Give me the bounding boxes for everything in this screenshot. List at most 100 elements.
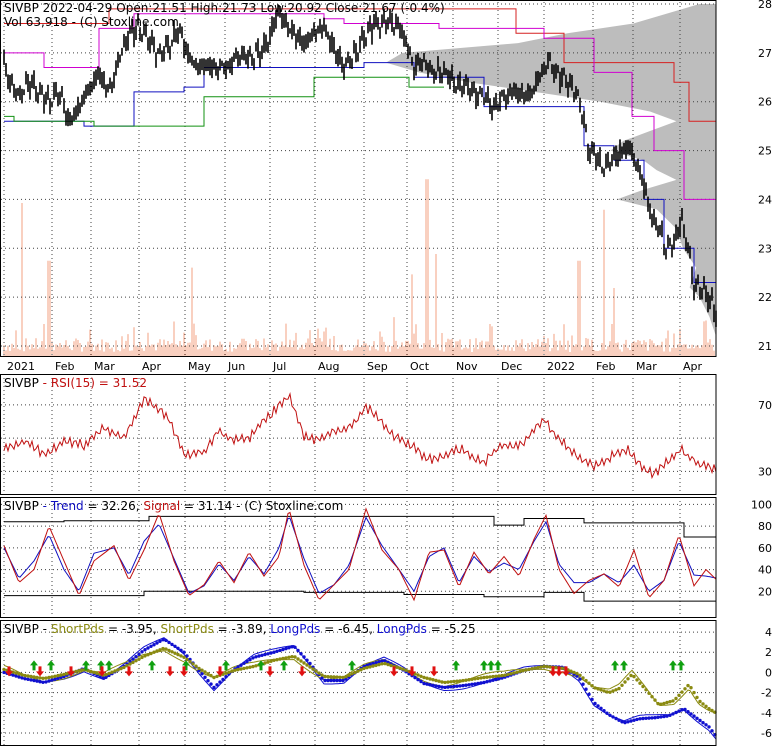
- short-pds-dots: [464, 678, 468, 682]
- long-pds-dots: [296, 648, 300, 653]
- short-pds-dots: [686, 683, 690, 688]
- price-ytick-24: 24: [758, 193, 772, 206]
- short-pds-dots: [488, 675, 492, 679]
- short-pds-dots: [404, 668, 408, 672]
- down-arrow-icon: [166, 666, 174, 677]
- short-pds-dots: [416, 673, 420, 677]
- rsi-line: [3, 392, 717, 480]
- long-pds-dots: [422, 681, 426, 686]
- up-arrow-icon: [222, 660, 230, 671]
- long-pds-dots: [488, 679, 492, 683]
- trend-ytick-80: 80: [758, 520, 772, 533]
- trend-eq: =: [83, 499, 102, 513]
- long-pds-dots: [323, 678, 327, 683]
- long-pds-dots: [473, 682, 477, 686]
- short-pds-dots: [509, 672, 513, 676]
- short-pds-dots: [44, 676, 48, 680]
- down-arrow-icon: [36, 666, 44, 677]
- short-pds-dots: [332, 675, 336, 679]
- long-pds-dots: [212, 685, 216, 690]
- ticker-label: SIVBP: [4, 1, 39, 15]
- short-pds-dots: [653, 698, 657, 702]
- long-pds-dots: [47, 679, 51, 683]
- close-label: Close:: [325, 1, 363, 15]
- short-pds-dots: [377, 662, 381, 667]
- short-pds-dots: [305, 663, 309, 667]
- long-pds-dots: [464, 683, 468, 687]
- long-pds-dots: [581, 682, 585, 686]
- short-pds-dots: [575, 671, 579, 676]
- short-pds-dots: [371, 664, 375, 668]
- pds-header: SIVBP - ShortPds = -3.95, ShortPds = -3.…: [4, 622, 476, 636]
- long-pds-dots: [2, 670, 6, 675]
- short-pds-dots: [446, 680, 450, 684]
- short-pds-dots: [701, 702, 705, 706]
- short-pds-dots: [467, 678, 471, 682]
- trend-ytick-60: 60: [758, 542, 772, 555]
- short-pds-dots: [2, 667, 6, 672]
- down-arrow-icon: [555, 666, 563, 677]
- price-ytick-27: 27: [758, 47, 772, 60]
- long-pds-dots: [575, 674, 579, 678]
- pds-sep: -: [42, 622, 51, 636]
- short-pds-dots: [182, 655, 186, 659]
- long-pds-dots: [308, 661, 312, 666]
- long-pds-dots: [26, 677, 30, 681]
- long-pds-dots: [458, 684, 462, 688]
- pds-item-2-name: LongPds: [270, 622, 321, 636]
- pds-item-3-value: -5.25: [444, 622, 476, 636]
- short-pds-dots: [437, 679, 441, 683]
- short-pds-dots: [152, 650, 156, 654]
- short-pds-dots: [710, 708, 714, 713]
- rsi-frame: [0, 374, 717, 495]
- short-pds-dots: [524, 668, 528, 672]
- short-pds-dots: [269, 659, 273, 663]
- short-pds-dots: [629, 673, 633, 678]
- rsi-ytick-70: 70: [758, 399, 772, 412]
- long-pds-dots: [35, 679, 39, 683]
- up-arrow-icon: [620, 660, 628, 671]
- vol-label: Vol: [4, 15, 22, 29]
- long-pds-dots: [14, 674, 18, 678]
- high-value: 21.73: [222, 1, 257, 15]
- x-tick-Jul: Jul: [272, 360, 286, 373]
- long-pds-dots: [707, 725, 711, 729]
- short-pds-dots: [284, 656, 288, 660]
- long-pds-dots: [329, 678, 333, 683]
- up-arrow-icon: [148, 660, 156, 671]
- long-pds-dots: [290, 645, 294, 649]
- short-pds-dots: [176, 652, 180, 657]
- long-pds-dots: [620, 720, 624, 724]
- long-pds-dots: [23, 677, 27, 681]
- short-pds-dots: [188, 660, 192, 664]
- long-pds-dots: [674, 710, 678, 715]
- long-pds-dots: [50, 678, 54, 682]
- short-pds-dots: [590, 684, 594, 688]
- short-pds-dots: [77, 669, 81, 673]
- up-arrow-icon: [47, 660, 55, 671]
- short-pds-dots: [236, 667, 240, 672]
- long-pds-dots: [248, 658, 252, 662]
- short-pds-dots: [587, 681, 591, 685]
- short-pds-dots: [668, 700, 672, 704]
- long-pds-dots: [242, 661, 246, 665]
- long-pds-dots: [29, 678, 33, 682]
- short-pds-dots: [632, 674, 636, 679]
- down-arrow-icon: [390, 666, 398, 677]
- short-pds-dots: [518, 669, 522, 674]
- short-pds-dots: [680, 690, 684, 694]
- x-tick-Mar: Mar: [636, 360, 657, 373]
- x-tick-Jun: Jun: [227, 360, 245, 373]
- short-pds-dots: [443, 680, 447, 685]
- signal-eq: =: [180, 499, 198, 513]
- short-pds-dots: [281, 656, 285, 661]
- long-pds-dots: [482, 680, 486, 685]
- long-pds-dots: [101, 676, 105, 680]
- trend-frame: [0, 497, 717, 618]
- price-ytick-26: 26: [758, 96, 772, 109]
- up-arrow-icon: [30, 660, 38, 671]
- signal-label: Signal: [143, 499, 181, 513]
- pds-frame: [0, 620, 717, 746]
- short-pds-dots: [365, 665, 369, 670]
- long-pds-dots: [632, 718, 636, 722]
